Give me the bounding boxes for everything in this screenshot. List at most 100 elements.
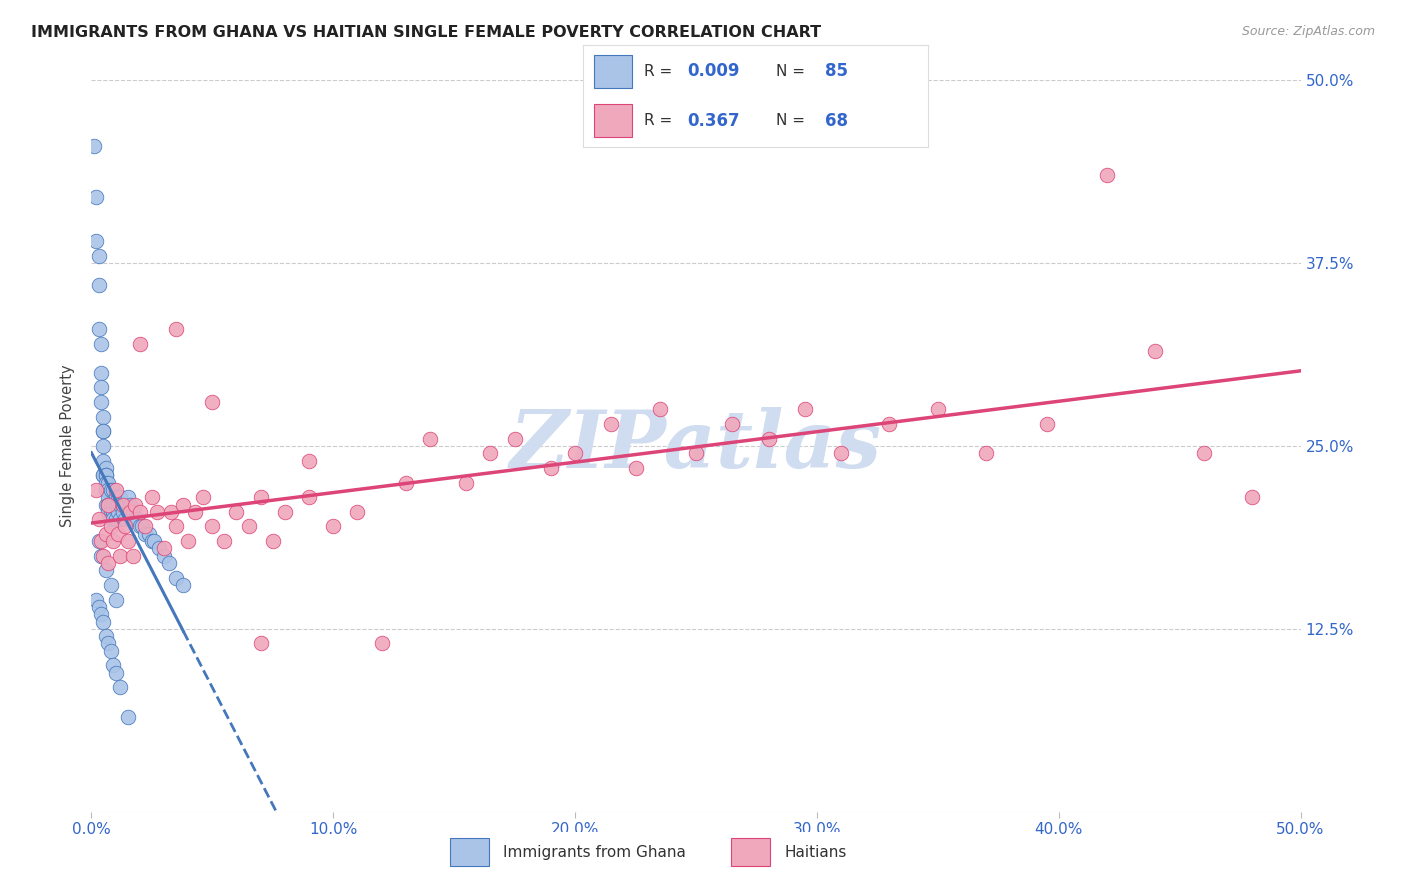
Point	[134, 526, 156, 541]
Point	[249, 636, 271, 650]
Point	[165, 519, 187, 533]
Point	[793, 402, 815, 417]
Y-axis label: Single Female Poverty: Single Female Poverty	[60, 365, 76, 527]
Point	[97, 505, 120, 519]
Point	[184, 505, 207, 519]
Point	[177, 534, 200, 549]
Point	[145, 505, 167, 519]
Point	[201, 519, 224, 533]
Point	[84, 190, 107, 204]
Point	[100, 512, 122, 526]
Point	[721, 417, 744, 431]
Point	[104, 665, 127, 680]
Text: 85: 85	[824, 62, 848, 80]
Point	[97, 498, 120, 512]
Point	[100, 498, 122, 512]
Text: R =: R =	[644, 63, 676, 78]
Point	[127, 512, 149, 526]
Point	[110, 498, 132, 512]
Text: 0.367: 0.367	[688, 112, 740, 129]
Point	[93, 439, 115, 453]
Point	[564, 446, 586, 460]
Point	[758, 432, 780, 446]
Point	[97, 475, 120, 490]
Point	[87, 512, 110, 526]
Point	[540, 461, 562, 475]
Text: 0.009: 0.009	[688, 62, 740, 80]
Point	[131, 519, 153, 533]
Point	[165, 571, 187, 585]
Point	[419, 432, 441, 446]
Point	[124, 512, 146, 526]
Point	[138, 526, 160, 541]
Point	[830, 446, 852, 460]
Point	[141, 490, 163, 504]
Point	[249, 490, 271, 504]
Point	[94, 526, 117, 541]
Point	[93, 425, 115, 439]
Point	[114, 498, 136, 512]
Point	[685, 446, 707, 460]
Point	[90, 549, 112, 563]
Point	[1095, 169, 1118, 183]
Point	[117, 505, 139, 519]
Point	[90, 395, 112, 409]
Point	[165, 322, 187, 336]
Point	[157, 556, 180, 570]
Point	[93, 468, 115, 483]
Point	[94, 483, 117, 497]
Point	[87, 249, 110, 263]
Point	[84, 592, 107, 607]
Text: Immigrants from Ghana: Immigrants from Ghana	[503, 845, 686, 860]
Point	[101, 512, 124, 526]
Point	[160, 505, 183, 519]
Text: R =: R =	[644, 113, 676, 128]
Point	[101, 534, 124, 549]
Point	[298, 453, 321, 467]
Point	[153, 541, 176, 556]
Point	[104, 498, 127, 512]
Point	[97, 636, 120, 650]
Bar	[731, 838, 770, 866]
Point	[172, 578, 194, 592]
Point	[94, 461, 117, 475]
Point	[94, 468, 117, 483]
Point	[93, 468, 115, 483]
Point	[93, 615, 115, 629]
Point	[94, 483, 117, 497]
Point	[124, 498, 146, 512]
Point	[90, 380, 112, 394]
Point	[214, 534, 236, 549]
Point	[600, 417, 623, 431]
Point	[107, 498, 129, 512]
Point	[87, 322, 110, 336]
Point	[370, 636, 392, 650]
Point	[93, 409, 115, 424]
Point	[100, 519, 122, 533]
Point	[1035, 417, 1057, 431]
Point	[97, 490, 120, 504]
Point	[97, 498, 120, 512]
Point	[87, 278, 110, 293]
Point	[114, 512, 136, 526]
Point	[107, 526, 129, 541]
Point	[225, 505, 247, 519]
Point	[134, 519, 156, 533]
Point	[94, 475, 117, 490]
Point	[90, 607, 112, 622]
Text: Haitians: Haitians	[785, 845, 846, 860]
Point	[90, 534, 112, 549]
Point	[93, 453, 115, 467]
Point	[120, 498, 142, 512]
Point	[191, 490, 214, 504]
Point	[927, 402, 949, 417]
Point	[100, 505, 122, 519]
Point	[104, 592, 127, 607]
Bar	[450, 838, 489, 866]
Point	[104, 512, 127, 526]
Point	[94, 563, 117, 577]
Point	[1192, 446, 1215, 460]
Text: 68: 68	[824, 112, 848, 129]
Point	[97, 483, 120, 497]
Point	[94, 498, 117, 512]
